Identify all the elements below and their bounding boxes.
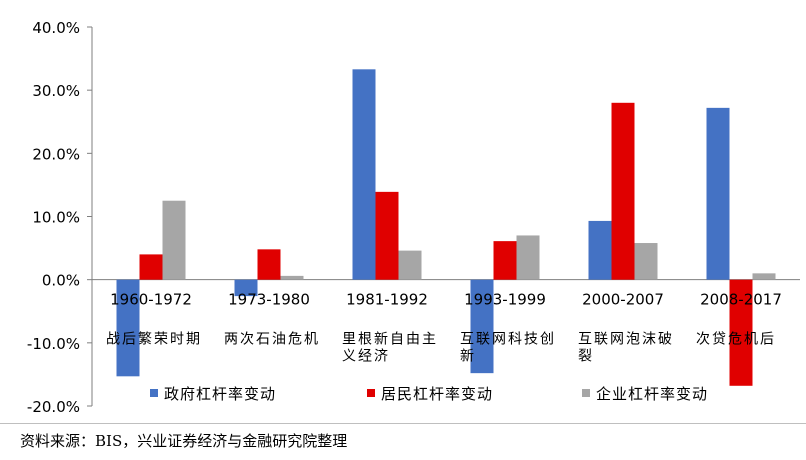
footer-divider — [0, 423, 806, 424]
legend-swatch-2 — [367, 389, 375, 397]
legend-label-1: 政府杠杆率变动 — [164, 385, 276, 403]
category-note-line: 战后繁荣时期 — [106, 332, 202, 348]
category-note-line: 里根新自由主 — [342, 332, 438, 348]
legend-swatch-1 — [150, 389, 158, 397]
bar-1-2000-2007 — [588, 220, 612, 280]
category-note-line: 新 — [460, 349, 476, 365]
y-tick-label: 20.0% — [32, 145, 80, 163]
y-tick-label: 40.0% — [32, 19, 80, 37]
axis-layer: 40.0% 30.0% 20.0% 10.0% 0.0% -10.0% -20.0% — [27, 19, 800, 416]
source-note: 资料来源：BIS，兴业证券经济与金融研究院整理 — [20, 432, 348, 450]
x-tick-label: 1960-1972 — [110, 291, 192, 309]
bar-3-1973-1980 — [280, 275, 304, 280]
y-tick-label: -20.0% — [27, 398, 80, 416]
legend-label-3: 企业杠杆率变动 — [596, 385, 708, 403]
category-note: 里根新自由主义经济 — [342, 332, 438, 365]
x-tick-label: 2000-2007 — [582, 291, 664, 309]
x-tick-label: 1993-1999 — [464, 291, 546, 309]
y-tick-label: 30.0% — [32, 82, 80, 100]
bar-3-1981-1992 — [398, 250, 422, 280]
category-note: 互联网泡沫破裂 — [578, 332, 674, 365]
bars-layer — [116, 69, 776, 386]
category-note-line: 次贷危机后 — [696, 332, 776, 348]
x-tick-label: 2008-2017 — [700, 291, 782, 309]
x-tick-label: 1973-1980 — [228, 291, 310, 309]
bar-2-1993-1999 — [493, 241, 517, 280]
bar-2-1973-1980 — [257, 249, 281, 280]
bar-1-2008-2017 — [706, 107, 730, 280]
bar-3-1960-1972 — [162, 200, 186, 280]
bar-3-2000-2007 — [634, 243, 658, 280]
category-note: 两次石油危机 — [224, 332, 320, 348]
bar-1-1960-1972 — [116, 279, 140, 377]
y-tick-label: -10.0% — [27, 335, 80, 353]
bar-1-1993-1999 — [470, 279, 494, 374]
labels-layer: 1960-1972 战后繁荣时期 1973-1980 两次石油危机 1981-1992 里… — [106, 291, 782, 365]
category-note-line: 互联网泡沫破 — [578, 332, 674, 348]
category-note: 战后繁荣时期 — [106, 332, 202, 348]
x-tick-label: 1981-1992 — [346, 291, 428, 309]
bar-1-1981-1992 — [352, 69, 376, 280]
category-note-line: 义经济 — [342, 349, 390, 365]
bar-3-2008-2017 — [752, 273, 776, 280]
bar-3-1993-1999 — [516, 235, 540, 280]
category-note: 互联网科技创新 — [460, 332, 556, 365]
legend-label-2: 居民杠杆率变动 — [381, 385, 493, 403]
bar-2-1981-1992 — [375, 191, 399, 280]
category-note: 次贷危机后 — [696, 332, 776, 348]
bar-1-1973-1980 — [234, 279, 258, 297]
bar-2-1960-1972 — [139, 254, 163, 280]
category-note-line: 裂 — [578, 349, 594, 365]
bar-2-2000-2007 — [611, 102, 635, 280]
legend-swatch-3 — [582, 389, 590, 397]
category-note-line: 互联网科技创 — [460, 332, 556, 348]
bar-2-2008-2017 — [729, 279, 753, 386]
category-note-line: 两次石油危机 — [224, 332, 320, 348]
y-tick-label: 10.0% — [32, 209, 80, 227]
y-tick-label: 0.0% — [42, 272, 80, 290]
legend: 政府杠杆率变动 居民杠杆率变动 企业杠杆率变动 — [150, 385, 708, 403]
